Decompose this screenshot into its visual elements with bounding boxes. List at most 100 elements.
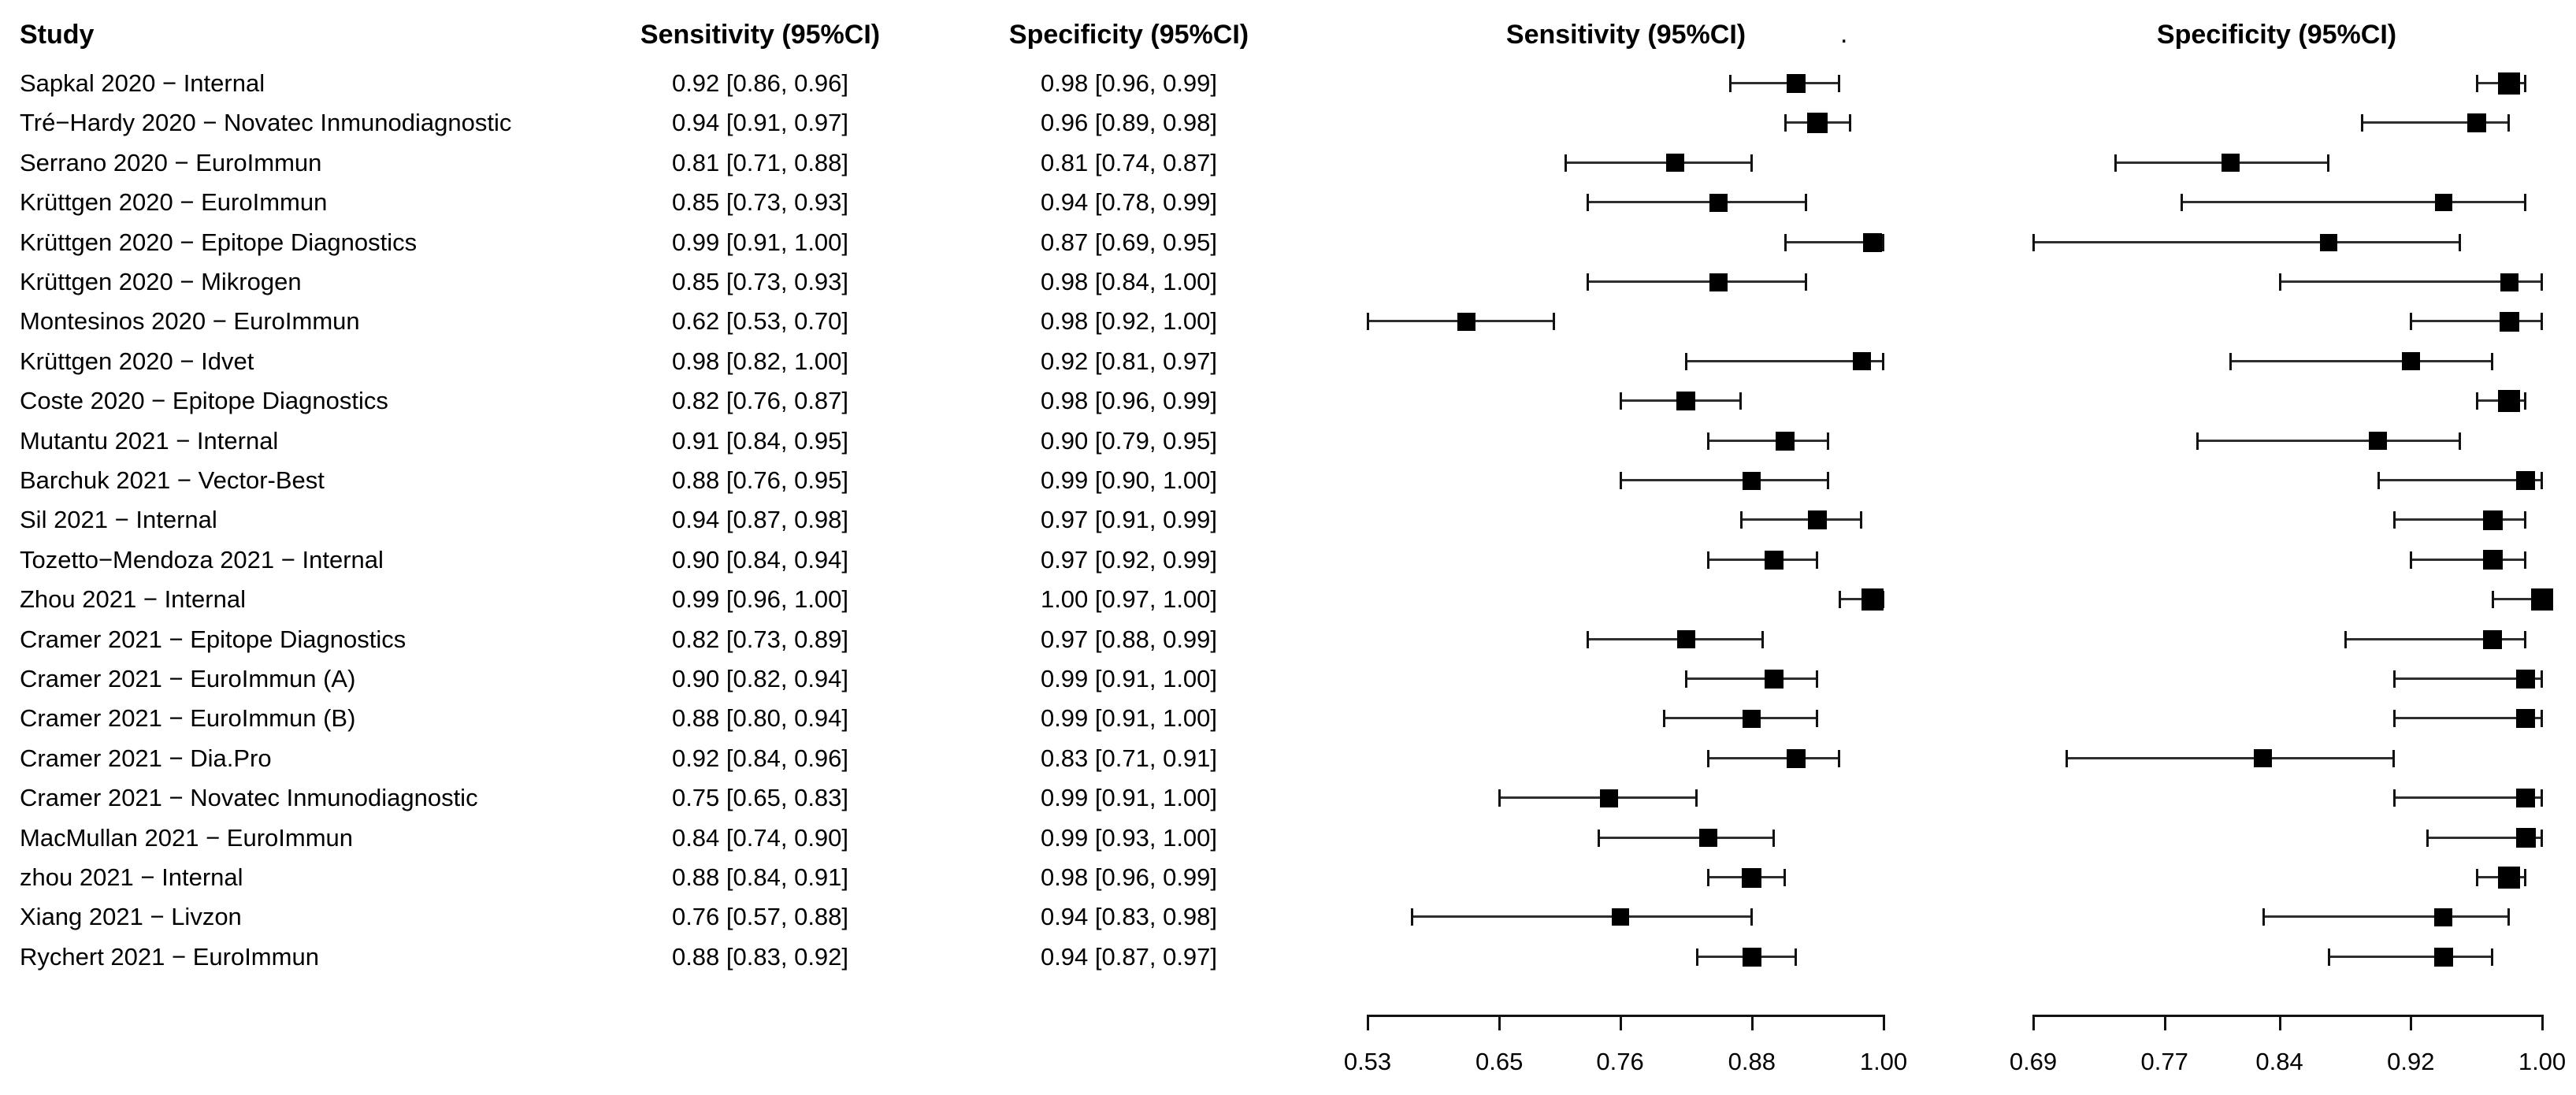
ci-cap-left <box>2410 551 2413 569</box>
ci-cap-right <box>2541 670 2543 688</box>
ci-cap-right <box>1552 313 1555 331</box>
ci-marker <box>2482 550 2503 570</box>
sensitivity-value-text: 0.91 [0.84, 0.95] <box>671 426 849 455</box>
specificity-value-text: 0.97 [0.92, 0.99] <box>1040 545 1218 573</box>
ci-cap-left <box>2278 273 2281 291</box>
sensitivity-value-text: 0.85 [0.73, 0.93] <box>671 188 849 217</box>
specificity-axis-tick <box>2163 1015 2166 1030</box>
ci-cap-right <box>2327 154 2330 172</box>
ci-cap-left <box>1839 591 1842 609</box>
study-label: Montesinos 2020 − EuroImmun <box>20 307 360 336</box>
ci-cap-right <box>1882 352 1884 370</box>
ci-marker <box>2467 113 2486 133</box>
ci-marker <box>1611 908 1629 926</box>
ci-cap-left <box>1586 273 1589 291</box>
sensitivity-value-text: 0.92 [0.84, 0.96] <box>671 744 849 772</box>
ci-line <box>2427 836 2542 839</box>
ci-marker <box>1676 630 1695 649</box>
ci-marker <box>1698 829 1717 848</box>
ci-cap-left <box>2114 154 2118 172</box>
specificity-value-text: 0.81 [0.74, 0.87] <box>1040 148 1218 176</box>
specificity-value-text: 0.94 [0.87, 0.97] <box>1040 942 1218 971</box>
specificity-value-text: 1.00 [0.97, 1.00] <box>1040 585 1218 614</box>
ci-line <box>1598 836 1774 839</box>
specificity-value-text: 0.99 [0.93, 1.00] <box>1040 823 1218 852</box>
ci-cap-right <box>1849 114 1852 132</box>
sensitivity-value-text: 0.88 [0.83, 0.92] <box>671 942 849 971</box>
ci-cap-right <box>2541 829 2543 847</box>
specificity-value-text: 0.83 [0.71, 0.91] <box>1040 744 1218 772</box>
ci-cap-left <box>1784 233 1787 251</box>
ci-cap-right <box>1761 630 1764 648</box>
ci-line <box>2033 240 2460 243</box>
ci-marker <box>2516 471 2536 490</box>
ci-cap-right <box>2541 472 2543 489</box>
ci-marker <box>2516 709 2536 729</box>
ci-cap-right <box>1739 392 1742 410</box>
study-label: Sil 2021 − Internal <box>20 506 217 534</box>
sensitivity-value-text: 0.90 [0.84, 0.94] <box>671 545 849 573</box>
ci-cap-left <box>1739 511 1743 529</box>
ci-cap-right <box>2541 789 2543 807</box>
sensitivity-value-text: 0.99 [0.91, 1.00] <box>671 228 849 256</box>
specificity-value-text: 0.92 [0.81, 0.97] <box>1040 347 1218 375</box>
specificity-value-text: 0.98 [0.92, 1.00] <box>1040 307 1218 336</box>
sensitivity-value-text: 0.92 [0.86, 0.96] <box>671 69 849 97</box>
ci-marker <box>2433 947 2453 967</box>
ci-marker <box>1743 709 1761 728</box>
stray-dot-annotation: . <box>1840 19 1848 49</box>
ci-line <box>2411 558 2526 561</box>
ci-cap-right <box>1794 948 1797 966</box>
specificity-value-text: 0.87 [0.69, 0.95] <box>1040 228 1218 256</box>
ci-cap-left <box>1707 551 1710 569</box>
ci-cap-right <box>1882 233 1884 251</box>
ci-cap-right <box>1772 829 1775 847</box>
specificity-plot-header: Specificity (95%CI) <box>2156 20 2397 50</box>
ci-marker <box>2401 352 2420 371</box>
specificity-axis-tick-label: 0.77 <box>2140 1048 2188 1075</box>
specificity-text-column-header: Specificity (95%CI) <box>1008 20 1249 50</box>
ci-cap-left <box>2475 75 2478 92</box>
ci-line <box>1686 677 1818 680</box>
study-label: Sapkal 2020 − Internal <box>20 69 265 97</box>
ci-cap-left <box>1498 789 1501 807</box>
sensitivity-value-text: 0.99 [0.96, 1.00] <box>671 585 849 614</box>
ci-line <box>2279 280 2542 283</box>
ci-cap-right <box>1827 472 1830 489</box>
ci-line <box>1686 359 1884 362</box>
ci-cap-left <box>2475 392 2478 410</box>
ci-marker <box>2254 749 2273 768</box>
specificity-value-text: 0.98 [0.96, 0.99] <box>1040 863 1218 891</box>
sensitivity-axis-tick <box>1883 1015 1885 1030</box>
ci-line <box>2411 320 2542 323</box>
study-label: Cramer 2021 − Dia.Pro <box>20 744 272 772</box>
ci-marker <box>1775 431 1795 451</box>
study-label: Cramer 2021 − Epitope Diagnostics <box>20 625 406 653</box>
study-label: Coste 2020 − Epitope Diagnostics <box>20 387 388 415</box>
ci-cap-left <box>1707 432 1710 450</box>
ci-cap-right <box>1827 432 1830 450</box>
study-label: MacMullan 2021 − EuroImmun <box>20 823 354 852</box>
sensitivity-value-text: 0.94 [0.91, 0.97] <box>671 109 849 137</box>
sensitivity-text-column-header: Sensitivity (95%CI) <box>640 20 881 50</box>
ci-line <box>1620 479 1829 481</box>
ci-marker <box>1863 232 1883 252</box>
study-label: Xiang 2021 − Livzon <box>20 903 242 931</box>
ci-cap-left <box>2410 313 2413 331</box>
ci-marker <box>2434 908 2453 926</box>
ci-cap-right <box>1805 273 1808 291</box>
ci-cap-left <box>1784 114 1787 132</box>
sensitivity-axis-tick-label: 0.65 <box>1475 1048 1524 1075</box>
ci-line <box>2329 955 2493 958</box>
specificity-axis-tick <box>2410 1015 2413 1030</box>
ci-cap-left <box>2393 511 2396 529</box>
ci-line <box>1729 82 1840 84</box>
study-label: Krüttgen 2020 − Mikrogen <box>20 268 302 295</box>
specificity-value-text: 0.94 [0.83, 0.98] <box>1040 903 1218 931</box>
ci-cap-left <box>2180 194 2183 212</box>
ci-marker <box>1600 789 1619 807</box>
ci-cap-left <box>1696 948 1699 966</box>
sensitivity-axis-line <box>1367 1015 1885 1017</box>
specificity-value-text: 0.98 [0.84, 1.00] <box>1040 268 1218 295</box>
ci-line <box>1708 439 1829 442</box>
